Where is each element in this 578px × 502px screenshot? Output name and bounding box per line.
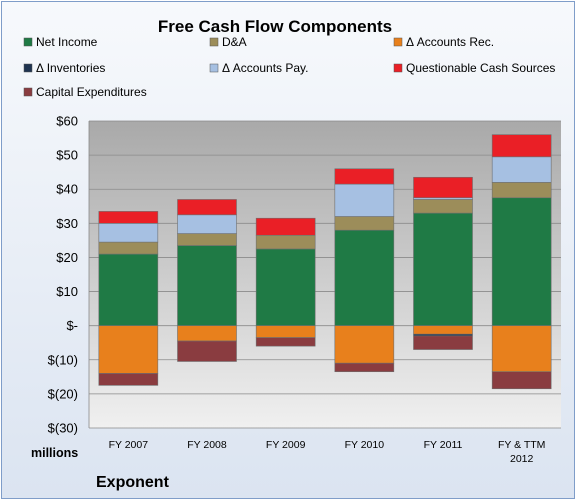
x-tick-label: FY 2009 xyxy=(266,439,306,451)
bar-delta-accounts-rec-fy-2010 xyxy=(334,325,395,364)
legend-label-capital-expenditures: Capital Expenditures xyxy=(36,85,147,99)
legend-swatch-capital-expenditures xyxy=(23,87,33,97)
bar-delta-accounts-rec-fy-2008 xyxy=(177,325,237,342)
bar-danda-fy-2008 xyxy=(177,233,237,246)
y-tick-label: $20 xyxy=(56,250,78,265)
bar-net-income-fy-2007 xyxy=(98,253,159,326)
bar-questionable-cash-sources-fy-2011 xyxy=(413,176,473,199)
y-tick-label: $(10) xyxy=(48,352,78,367)
bar-danda-fy-2010 xyxy=(334,216,395,231)
x-tick-label: FY 2007 xyxy=(109,439,149,451)
y-tick-label: $50 xyxy=(56,148,78,163)
bar-delta-accounts-rec-fy-2011 xyxy=(413,325,473,335)
brand-label: Exponent xyxy=(96,474,170,491)
bar-capital-expenditures-fy-2008 xyxy=(177,340,237,362)
x-tick-label: FY 2010 xyxy=(345,439,385,451)
x-tick-label: FY 2008 xyxy=(187,439,227,451)
y-tick-label: $60 xyxy=(56,114,78,129)
bar-questionable-cash-sources-fy-2009 xyxy=(255,217,316,236)
y-tick-label: $30 xyxy=(56,216,78,231)
y-tick-label: $(30) xyxy=(48,421,78,436)
bar-net-income-fy-2008 xyxy=(177,245,237,326)
bar-delta-accounts-pay-fy-2007 xyxy=(98,223,159,243)
bar-delta-accounts-pay-fy-and-ttm-2012 xyxy=(491,156,552,183)
y-tick-label: $(20) xyxy=(48,386,78,401)
bar-questionable-cash-sources-fy-2010 xyxy=(334,168,395,185)
legend-swatch-net-income xyxy=(23,37,33,47)
legend-label-danda: D&A xyxy=(222,35,247,49)
legend-swatch-delta-accounts-rec xyxy=(393,37,403,47)
legend-label-questionable-cash-sources: Questionable Cash Sources xyxy=(406,61,555,75)
bar-danda-fy-2011 xyxy=(413,199,473,214)
y-axis: $60 $50 $40 $30 $20 $10 $- $(10) $(20) $(30) xyxy=(48,114,78,436)
bar-net-income-fy-2011 xyxy=(413,212,473,326)
y-tick-label: $10 xyxy=(56,284,78,299)
bar-questionable-cash-sources-fy-and-ttm-2012 xyxy=(491,134,552,158)
plot-area xyxy=(89,121,561,428)
x-axis: FY 2007 FY 2008 FY 2009 FY 2010 FY 2011 FY & … xyxy=(109,439,546,465)
legend-swatch-danda xyxy=(209,37,219,47)
bar-capital-expenditures-fy-2010 xyxy=(334,362,395,373)
legend: Net Income D&A Δ Accounts Rec. Δ Inventorie… xyxy=(23,35,555,99)
y-unit-label: millions xyxy=(31,446,78,460)
bars xyxy=(98,134,552,390)
legend-label-delta-accounts-pay: Δ Accounts Pay. xyxy=(222,61,309,75)
y-tick-label: $- xyxy=(66,318,78,333)
legend-swatch-delta-inventories xyxy=(23,63,33,73)
legend-swatch-questionable-cash-sources xyxy=(393,63,403,73)
bar-delta-accounts-rec-fy-2007 xyxy=(98,325,159,374)
bar-danda-fy-and-ttm-2012 xyxy=(491,182,552,199)
bar-capital-expenditures-fy-and-ttm-2012 xyxy=(491,371,552,390)
legend-label-delta-accounts-rec: Δ Accounts Rec. xyxy=(406,35,494,49)
legend-label-delta-inventories: Δ Inventories xyxy=(36,61,105,75)
legend-swatch-delta-accounts-pay xyxy=(209,63,219,73)
bar-questionable-cash-sources-fy-2008 xyxy=(177,199,237,216)
legend-label-net-income: Net Income xyxy=(36,35,98,49)
bar-delta-accounts-pay-fy-2010 xyxy=(334,183,395,217)
bar-delta-accounts-pay-fy-2008 xyxy=(177,214,237,234)
bar-danda-fy-2009 xyxy=(255,234,316,250)
bar-capital-expenditures-fy-2011 xyxy=(413,335,473,350)
bar-net-income-fy-2010 xyxy=(334,229,395,326)
bar-questionable-cash-sources-fy-2007 xyxy=(98,211,159,224)
x-tick-label: FY & TTM 2012 xyxy=(498,439,545,465)
gridlines xyxy=(88,120,561,429)
bar-delta-accounts-rec-fy-and-ttm-2012 xyxy=(491,325,552,373)
bar-capital-expenditures-fy-2009 xyxy=(255,337,316,347)
bar-net-income-fy-and-ttm-2012 xyxy=(491,197,552,326)
bar-net-income-fy-2009 xyxy=(255,248,316,326)
bar-delta-accounts-rec-fy-2009 xyxy=(255,325,316,338)
y-tick-label: $40 xyxy=(56,182,78,197)
x-tick-label: FY 2011 xyxy=(424,439,463,451)
bar-danda-fy-2007 xyxy=(98,241,159,255)
chart-title: Free Cash Flow Components xyxy=(158,17,392,36)
bar-capital-expenditures-fy-2007 xyxy=(98,373,159,386)
